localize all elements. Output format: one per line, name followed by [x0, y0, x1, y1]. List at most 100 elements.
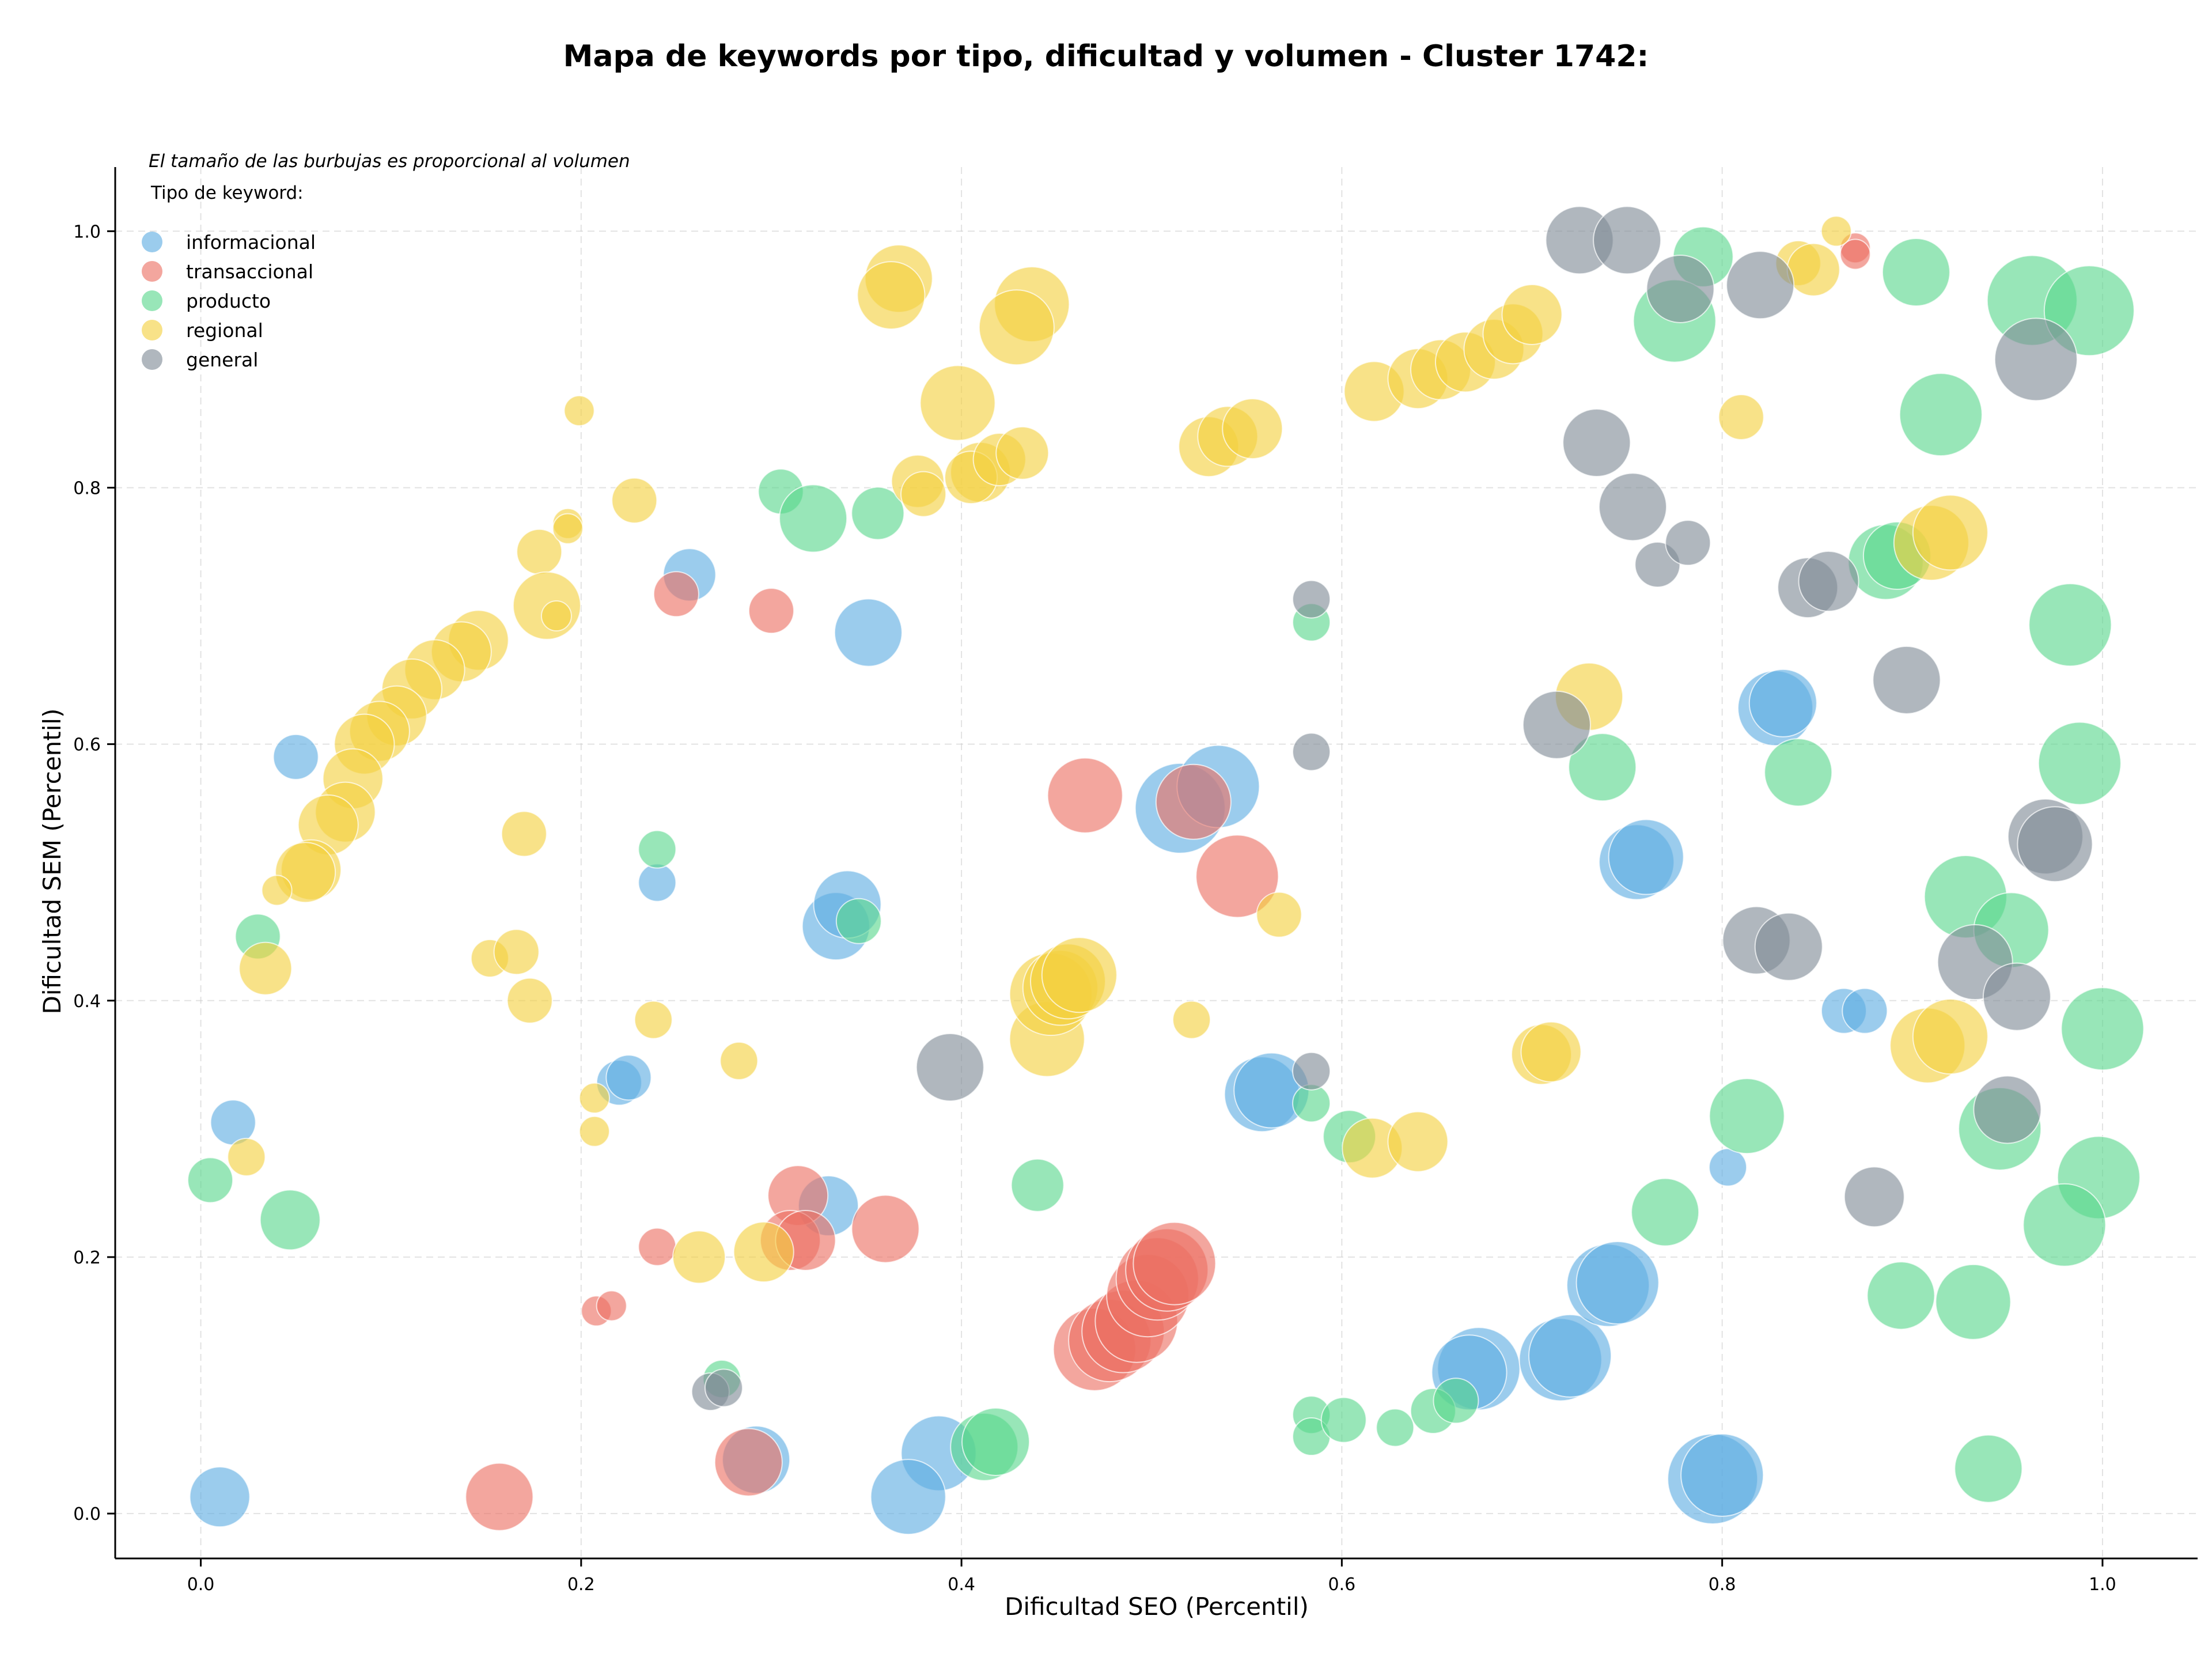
bubble-producto [1866, 1261, 1936, 1330]
legend-label: regional [186, 319, 263, 342]
bubble-regional [1520, 1021, 1582, 1083]
bubble-regional [900, 471, 947, 517]
legend-item-producto: producto [142, 290, 271, 312]
bubble-regional [578, 1115, 610, 1147]
series-general [691, 206, 2093, 1412]
bubble-general [1872, 645, 1941, 714]
y-axis-label: Dificultad SEM (Percentil) [38, 709, 66, 1015]
bubble-informacional [834, 598, 903, 667]
bubble-regional [1786, 243, 1840, 297]
bubble-regional [1501, 283, 1563, 345]
bubble-regional [733, 1221, 794, 1283]
bubble-producto [1631, 1178, 1700, 1247]
series-regional [227, 215, 1988, 1284]
y-tick-label: 0.2 [73, 1248, 101, 1268]
bubble-general [1798, 550, 1859, 612]
y-tick-label: 0.0 [73, 1504, 101, 1524]
bubble-general [1726, 251, 1795, 320]
bubble-informacional [1680, 1433, 1764, 1517]
axes: 0.0 0.2 0.4 0.6 0.8 1.0 0.0 0.2 0.4 0.6 0.8 1.0 [73, 167, 2198, 1595]
x-tick-label: 1.0 [2089, 1575, 2116, 1595]
bubble-general [1522, 690, 1591, 759]
y-tick-label: 0.8 [73, 478, 101, 498]
bubble-regional [919, 365, 996, 441]
bubble-informacional [1528, 1314, 1612, 1398]
legend-marker [142, 232, 162, 252]
bubble-informacional [189, 1466, 251, 1528]
bubble-producto [259, 1189, 321, 1251]
bubble-regional [540, 600, 572, 632]
bubble-general [1843, 1166, 1905, 1228]
bubble-regional [563, 395, 595, 426]
bubble-regional [634, 1000, 673, 1039]
legend-marker [142, 320, 162, 340]
volume-note: El tamaño de las burbujas es proporciona… [149, 151, 630, 172]
bubble-regional [1820, 215, 1852, 247]
bubble-transaccional [748, 588, 794, 634]
bubble-general [1973, 1075, 2042, 1144]
legend-marker [142, 290, 162, 311]
bubble-informacional [272, 733, 319, 780]
bubble-regional [1172, 1000, 1211, 1039]
y-tick-label: 0.4 [73, 992, 101, 1012]
bubble-transaccional [638, 1227, 677, 1266]
bubble-regional [978, 289, 1055, 366]
bubble-general [2017, 806, 2093, 883]
y-tick-label: 0.6 [73, 735, 101, 755]
x-tick-label: 0.0 [187, 1575, 215, 1595]
bubble-transaccional [714, 1428, 783, 1497]
legend-label: general [186, 349, 258, 371]
bubble-producto [1764, 738, 1833, 807]
bubble-informacional [1748, 668, 1817, 737]
bubble-general [1292, 1051, 1331, 1091]
bubble-general [1665, 520, 1711, 566]
bubble-regional [493, 929, 540, 975]
bubble-informacional [605, 1054, 652, 1101]
bubble-producto [835, 898, 882, 944]
bubble-regional [1222, 398, 1283, 460]
bubble-regional [578, 1082, 610, 1114]
bubble-regional [552, 513, 584, 544]
x-tick-label: 0.6 [1328, 1575, 1356, 1595]
bubble-regional [672, 1230, 726, 1284]
y-tick-label: 1.0 [73, 222, 101, 242]
x-tick-label: 0.4 [948, 1575, 975, 1595]
bubble-regional [719, 1041, 759, 1080]
bubble-general [1292, 732, 1331, 771]
legend-label: producto [186, 290, 271, 312]
chart-title: Mapa de keywords por tipo, dificultad y … [563, 39, 1649, 74]
bubbles [187, 206, 2145, 1535]
bubble-transaccional [1132, 1221, 1217, 1306]
bubble-producto [961, 1407, 1031, 1476]
bubble-producto [1881, 238, 1950, 307]
legend-label: informacional [186, 231, 316, 253]
bubble-regional [1912, 494, 1988, 571]
bubble-informacional [638, 863, 677, 902]
x-tick-label: 0.2 [567, 1575, 595, 1595]
bubble-transaccional [1155, 763, 1232, 840]
bubble-regional [1912, 998, 1988, 1075]
bubble-regional [1718, 394, 1764, 441]
bubble-general [1982, 962, 2051, 1031]
bubble-producto [1954, 1434, 2023, 1503]
bubble-producto [1935, 1263, 2012, 1340]
bubble-producto [2037, 721, 2122, 805]
bubble-informacional [1608, 819, 1684, 895]
bubble-transaccional [653, 571, 699, 618]
bubble-general [1994, 317, 2078, 402]
bubble-general [1646, 254, 1715, 323]
bubble-regional [501, 811, 547, 857]
bubble-regional [1387, 1111, 1449, 1172]
bubble-regional [995, 426, 1050, 480]
bubble-producto [1010, 1158, 1065, 1212]
legend-title: Tipo de keyword: [150, 183, 304, 203]
bubble-regional [1256, 891, 1302, 938]
bubble-producto [187, 1157, 234, 1204]
legend-item-general: general [142, 349, 258, 371]
series-producto [187, 226, 2145, 1503]
bubble-regional [857, 261, 926, 330]
bubble-regional [1041, 937, 1118, 1013]
bubble-producto [1709, 1078, 1785, 1155]
legend-marker [142, 261, 162, 282]
